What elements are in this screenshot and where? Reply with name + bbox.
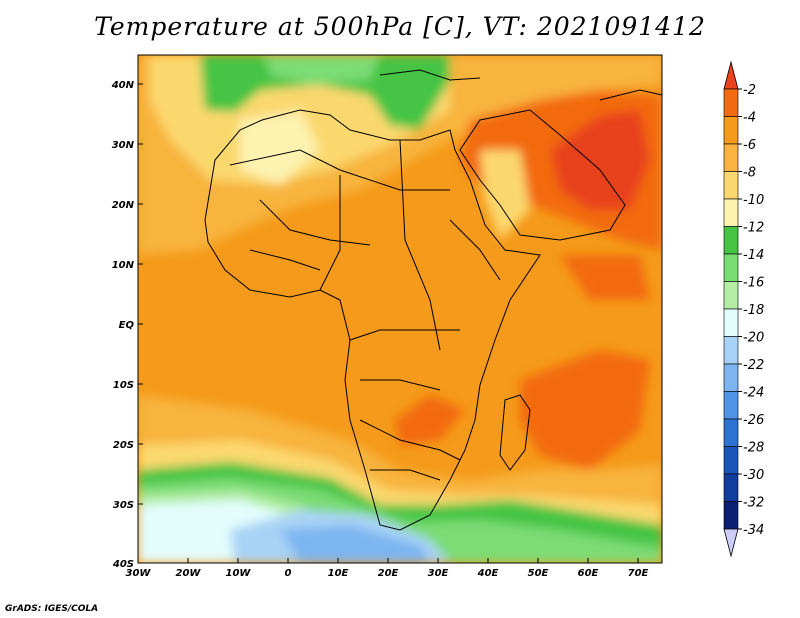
colorbar-label: -6 — [743, 138, 756, 153]
colorbar-label: -14 — [743, 248, 764, 263]
lon-tick-label: 60E — [578, 568, 599, 579]
colorbar-label: -28 — [743, 441, 764, 456]
colorbar-swatch — [723, 198, 739, 227]
colorbar-label: -4 — [743, 111, 756, 126]
colorbar-swatch — [723, 446, 739, 475]
lon-tick-label: 70E — [628, 568, 649, 579]
lon-tick-label: 20E — [378, 568, 399, 579]
colorbar-swatch — [723, 336, 739, 365]
colorbar-label: -8 — [743, 166, 756, 181]
colorbar-swatch — [723, 391, 739, 420]
lon-axis: 30W 20W 10W 0 10E 20E 30E 40E 50E 60E 70E — [126, 558, 649, 579]
colorbar-label: -12 — [743, 221, 764, 236]
colorbar-swatch — [723, 501, 739, 530]
colorbar-label: -30 — [743, 468, 764, 483]
colorbar-label: -18 — [743, 303, 764, 318]
lat-tick-label: 40N — [111, 80, 135, 91]
lat-tick-label: 40S — [112, 559, 134, 570]
lon-tick-label: 0 — [285, 568, 292, 579]
credit-text: GrADS: IGES/COLA — [5, 604, 99, 614]
colorbar-min-triangle — [723, 528, 739, 558]
colorbar-swatch — [723, 226, 739, 255]
colorbar-label: -20 — [743, 331, 764, 346]
map-frame — [137, 54, 663, 564]
colorbar-label: -2 — [743, 83, 756, 98]
lat-tick-label: EQ — [119, 320, 135, 331]
lat-tick-label: 10N — [112, 260, 135, 271]
colorbar-swatch — [723, 363, 739, 392]
lat-tick-label: 10S — [113, 380, 134, 391]
colorbar-swatch — [723, 171, 739, 200]
colorbar-swatch — [723, 418, 739, 447]
colorbar: -2 -4 -6 -8 -10 -12 -14 -16 -18 -20 -22 -24 -26 -28 -3… — [723, 60, 764, 558]
lat-tick-label: 30N — [112, 140, 135, 151]
colorbar-max-triangle — [723, 60, 739, 90]
colorbar-swatch — [723, 253, 739, 282]
lon-tick-label: 20W — [176, 568, 202, 579]
colorbar-label: -16 — [743, 276, 764, 291]
temperature-field — [138, 55, 662, 563]
lat-tick-label: 20N — [112, 200, 135, 211]
lon-tick-label: 30W — [126, 568, 152, 579]
lat-axis: 40N 30N 20N 10N EQ 10S 20S 30S 40S — [111, 80, 143, 570]
lon-tick-label: 10E — [328, 568, 349, 579]
lon-tick-label: 50E — [528, 568, 549, 579]
coastlines — [204, 69, 662, 531]
lon-tick-label: 40E — [477, 568, 499, 579]
lat-tick-label: 30S — [113, 500, 134, 511]
colorbar-swatch — [723, 308, 739, 337]
colorbar-label: -22 — [743, 358, 764, 373]
colorbar-swatch — [723, 143, 739, 172]
colorbar-label: -10 — [743, 193, 764, 208]
colorbar-label: -24 — [743, 386, 764, 401]
colorbar-label: -32 — [743, 496, 764, 511]
lon-tick-label: 30E — [428, 568, 449, 579]
lon-tick-label: 10W — [226, 568, 252, 579]
colorbar-swatch — [723, 473, 739, 502]
map-title: Temperature at 500hPa [C], VT: 202109141… — [94, 12, 706, 41]
lat-tick-label: 20S — [113, 440, 134, 451]
colorbar-swatch — [723, 281, 739, 310]
colorbar-swatch — [723, 116, 739, 145]
colorbar-swatch — [723, 88, 739, 117]
colorbar-label: -26 — [743, 413, 764, 428]
colorbar-label: -34 — [743, 523, 764, 538]
